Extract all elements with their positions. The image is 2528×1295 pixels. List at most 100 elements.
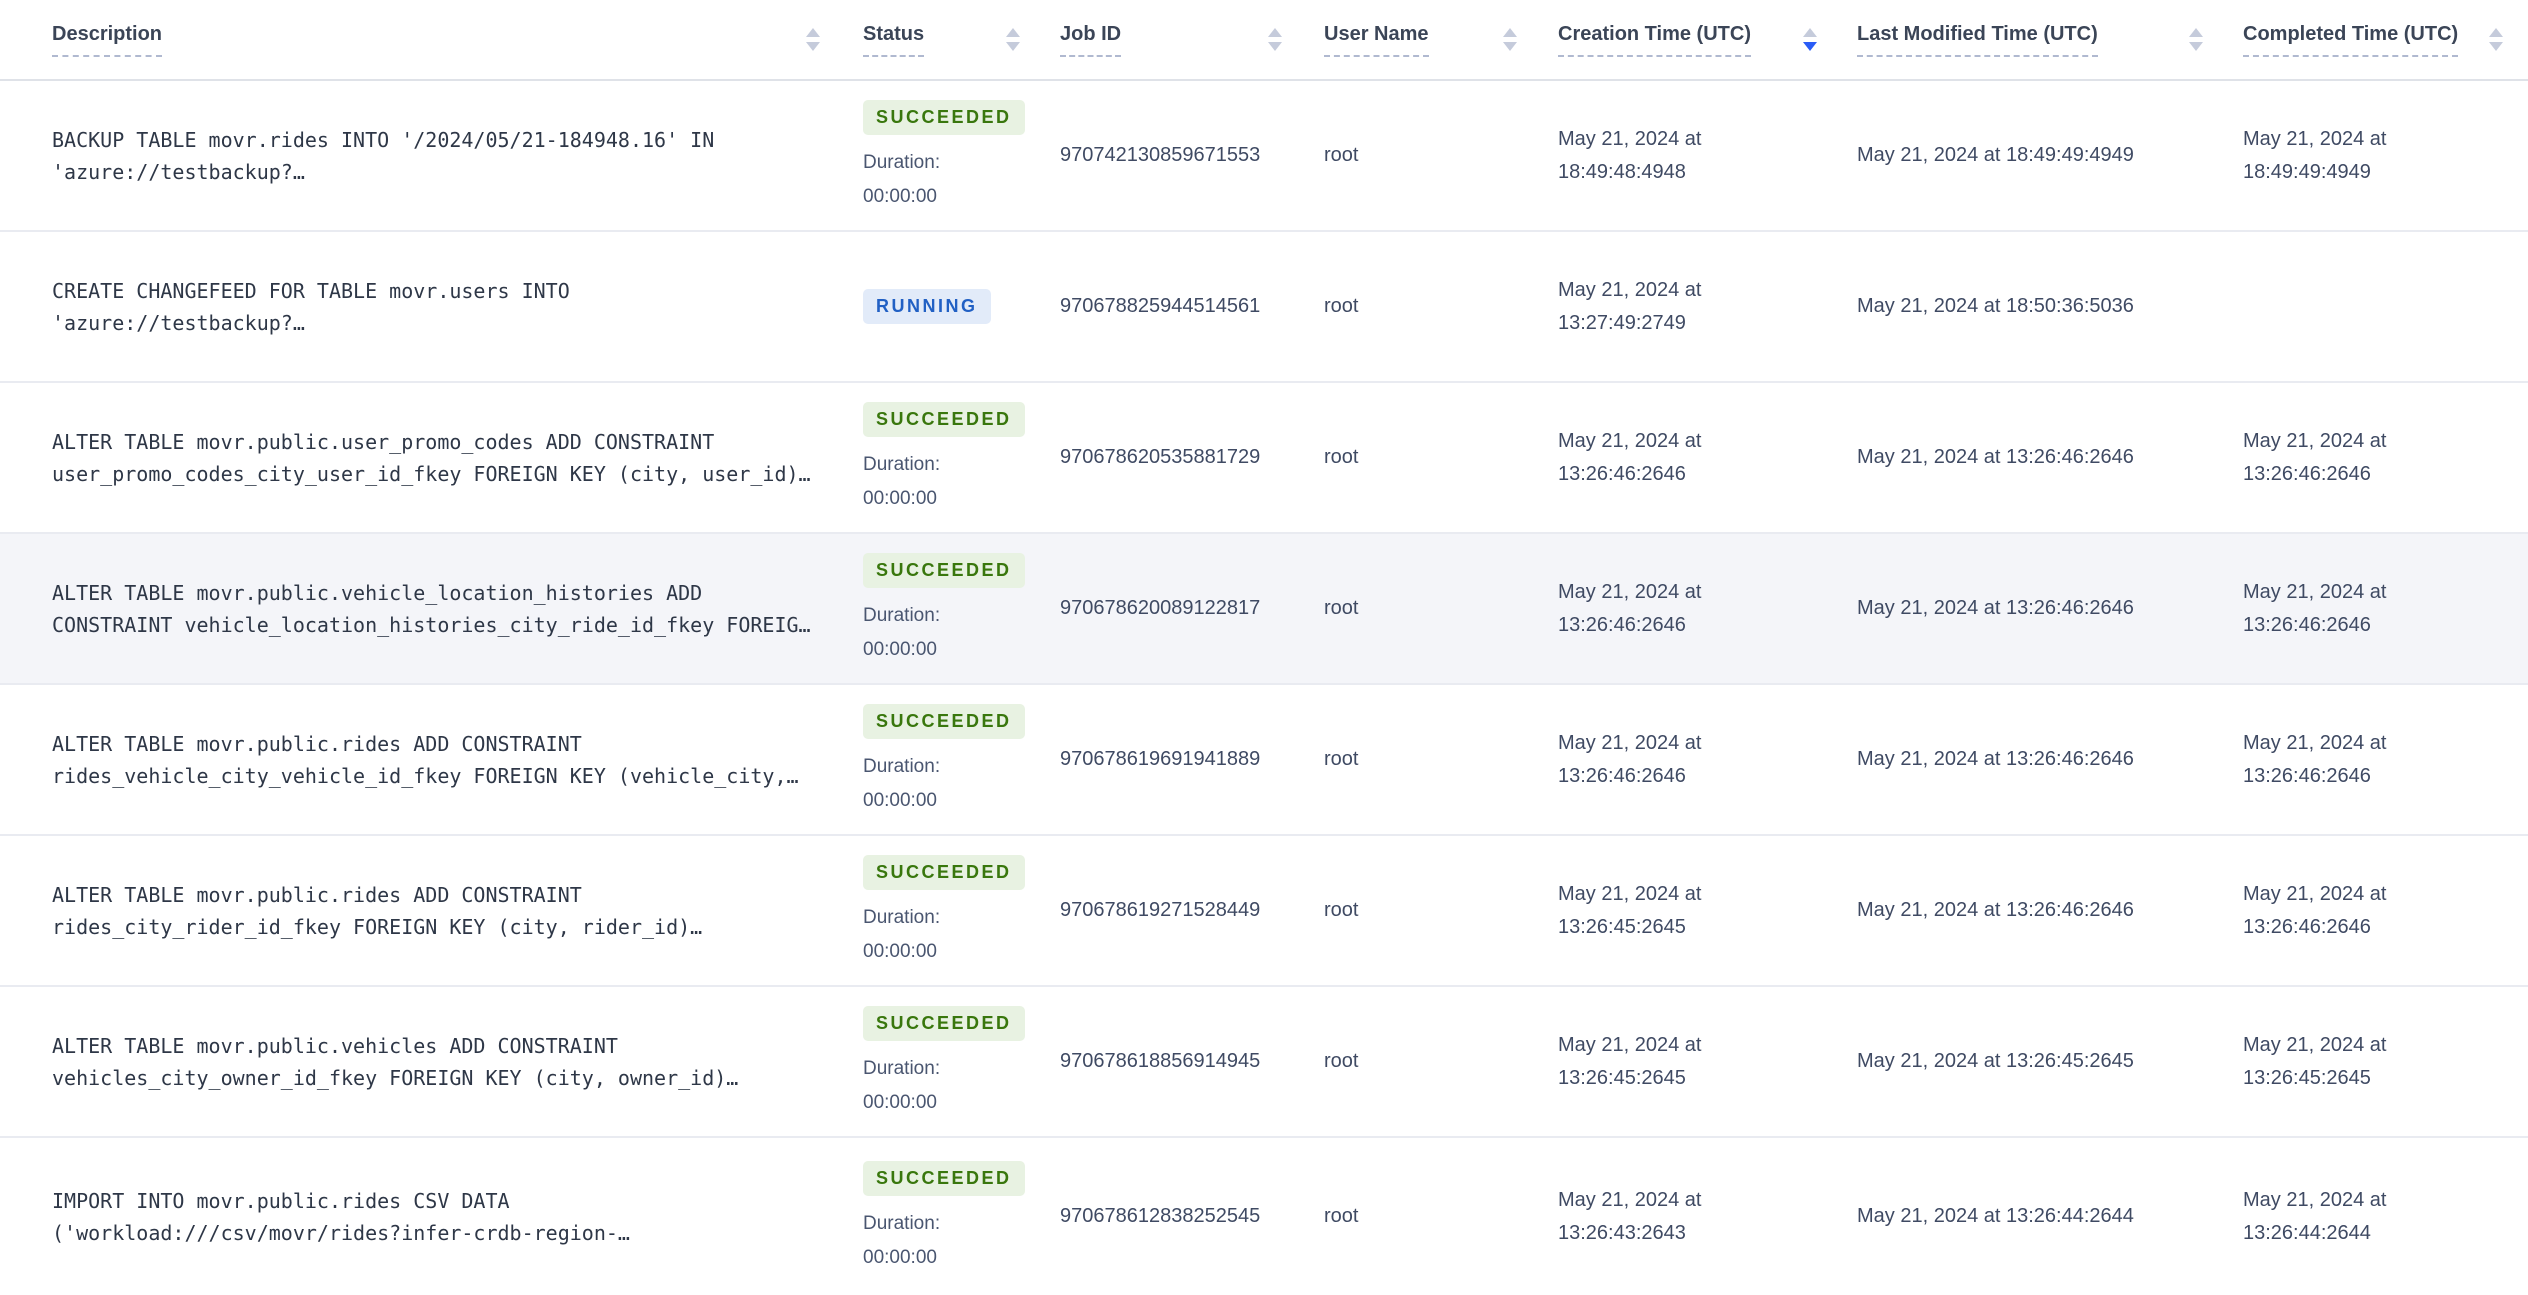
duration-value: 00:00:00 bbox=[863, 1246, 937, 1268]
job-status-cell: SUCCEEDED Duration: 00:00:00 bbox=[845, 80, 1045, 232]
column-header-job-id[interactable]: Job ID bbox=[1045, 0, 1307, 81]
sort-desc-icon[interactable] bbox=[806, 42, 820, 51]
job-status-cell: SUCCEEDED Duration: 00:00:00 bbox=[845, 1137, 1045, 1295]
job-row[interactable]: ALTER TABLE movr.public.rides ADD CONSTR… bbox=[0, 835, 2528, 987]
job-description[interactable]: CREATE CHANGEFEED FOR TABLE movr.users I… bbox=[0, 231, 845, 383]
user-name: root bbox=[1324, 1205, 1359, 1227]
job-id: 970678620089122817 bbox=[1045, 533, 1307, 685]
column-label-job-id[interactable]: Job ID bbox=[1060, 23, 1122, 57]
sort-asc-icon[interactable] bbox=[2189, 28, 2203, 37]
column-label-status[interactable]: Status bbox=[863, 23, 925, 57]
column-label-creation-time[interactable]: Creation Time (UTC) bbox=[1558, 23, 1751, 57]
time-line: May 21, 2024 at 13:26:46:2646 bbox=[1857, 899, 2134, 921]
job-description[interactable]: ALTER TABLE movr.public.user_promo_codes… bbox=[0, 382, 845, 534]
job-row[interactable]: ALTER TABLE movr.public.vehicle_location… bbox=[0, 533, 2528, 685]
duration-value: 00:00:00 bbox=[863, 1091, 937, 1113]
sort-icon[interactable] bbox=[1006, 28, 1020, 51]
job-description-line: ALTER TABLE movr.public.rides ADD CONSTR… bbox=[52, 882, 582, 907]
table-header-row: Description Status Job ID User Name bbox=[0, 0, 2528, 81]
job-description[interactable]: BACKUP TABLE movr.rides INTO '/2024/05/2… bbox=[0, 80, 845, 232]
column-label-user-name[interactable]: User Name bbox=[1324, 23, 1429, 57]
job-row[interactable]: ALTER TABLE movr.public.user_promo_codes… bbox=[0, 382, 2528, 534]
sort-asc-icon[interactable] bbox=[806, 28, 820, 37]
job-description-line: ALTER TABLE movr.public.vehicles ADD CON… bbox=[52, 1033, 618, 1058]
sort-icon[interactable] bbox=[2189, 28, 2203, 51]
sort-icon[interactable] bbox=[806, 28, 820, 51]
job-row[interactable]: BACKUP TABLE movr.rides INTO '/2024/05/2… bbox=[0, 80, 2528, 232]
column-label-completed-time[interactable]: Completed Time (UTC) bbox=[2243, 23, 2459, 57]
creation-time: May 21, 2024 at 13:27:49:2749 bbox=[1542, 231, 1842, 383]
job-status-cell: SUCCEEDED Duration: 00:00:00 bbox=[845, 533, 1045, 685]
job-description-line: ('workload:///csv/movr/rides?infer-crdb-… bbox=[52, 1220, 630, 1245]
job-status-cell: SUCCEEDED Duration: 00:00:00 bbox=[845, 986, 1045, 1138]
status-badge: SUCCEEDED bbox=[863, 854, 1025, 890]
sort-desc-icon-active[interactable] bbox=[1803, 42, 1817, 51]
job-id: 970742130859671553 bbox=[1045, 80, 1307, 232]
job-description-line: ALTER TABLE movr.public.rides ADD CONSTR… bbox=[52, 731, 582, 756]
time-line: 13:26:46:2646 bbox=[2243, 915, 2371, 938]
job-row[interactable]: ALTER TABLE movr.public.rides ADD CONSTR… bbox=[0, 684, 2528, 836]
column-header-user-name[interactable]: User Name bbox=[1307, 0, 1542, 81]
completed-time: May 21, 2024 at 13:26:44:2644 bbox=[2228, 1137, 2528, 1295]
job-description[interactable]: ALTER TABLE movr.public.rides ADD CONSTR… bbox=[0, 835, 845, 987]
sort-asc-icon[interactable] bbox=[2489, 28, 2503, 37]
completed-time: May 21, 2024 at 13:26:45:2645 bbox=[2228, 986, 2528, 1138]
user-name: root bbox=[1307, 533, 1542, 685]
sort-asc-icon[interactable] bbox=[1006, 28, 1020, 37]
column-header-completed-time[interactable]: Completed Time (UTC) bbox=[2228, 0, 2528, 81]
sort-desc-icon[interactable] bbox=[2489, 42, 2503, 51]
column-header-last-modified-time[interactable]: Last Modified Time (UTC) bbox=[1842, 0, 2228, 81]
sort-desc-icon[interactable] bbox=[1268, 42, 1282, 51]
column-label-description[interactable]: Description bbox=[52, 23, 163, 57]
duration-value: 00:00:00 bbox=[863, 638, 937, 660]
time-line: May 21, 2024 at bbox=[2243, 127, 2387, 150]
sort-icon[interactable] bbox=[1803, 28, 1817, 51]
time-line: 13:26:46:2646 bbox=[1558, 613, 1686, 636]
sort-icon[interactable] bbox=[2489, 28, 2503, 51]
status-badge: SUCCEEDED bbox=[863, 99, 1025, 135]
time-line: 13:26:46:2646 bbox=[2243, 764, 2371, 787]
job-id: 970678619691941889 bbox=[1045, 684, 1307, 836]
job-status-cell: SUCCEEDED Duration: 00:00:00 bbox=[845, 835, 1045, 987]
duration-label: Duration: bbox=[863, 755, 941, 777]
time-line: May 21, 2024 at bbox=[2243, 429, 2387, 452]
time-line: May 21, 2024 at bbox=[2243, 731, 2387, 754]
job-description-line: rides_vehicle_city_vehicle_id_fkey FOREI… bbox=[52, 763, 799, 788]
job-description[interactable]: ALTER TABLE movr.public.vehicles ADD CON… bbox=[0, 986, 845, 1138]
user-name: root bbox=[1307, 231, 1542, 383]
duration-label: Duration: bbox=[863, 151, 941, 173]
user-name: root bbox=[1307, 986, 1542, 1138]
time-line: 13:26:45:2645 bbox=[1558, 915, 1686, 938]
job-row[interactable]: ALTER TABLE movr.public.vehicles ADD CON… bbox=[0, 986, 2528, 1138]
job-description-line: vehicles_city_owner_id_fkey FOREIGN KEY … bbox=[52, 1065, 739, 1090]
duration-label: Duration: bbox=[863, 906, 941, 928]
job-row[interactable]: CREATE CHANGEFEED FOR TABLE movr.users I… bbox=[0, 231, 2528, 383]
time-line: May 21, 2024 at 18:50:36:5036 bbox=[1857, 295, 2134, 317]
time-line: 13:26:45:2645 bbox=[1558, 1066, 1686, 1089]
sort-icon[interactable] bbox=[1268, 28, 1282, 51]
duration-label: Duration: bbox=[863, 604, 941, 626]
last-modified-time: May 21, 2024 at 13:26:46:2646 bbox=[1842, 533, 2228, 685]
job-description[interactable]: ALTER TABLE movr.public.vehicle_location… bbox=[0, 533, 845, 685]
job-row[interactable]: IMPORT INTO movr.public.rides CSV DATA (… bbox=[0, 1137, 2528, 1295]
column-label-last-modified-time[interactable]: Last Modified Time (UTC) bbox=[1857, 23, 2098, 57]
status-badge: SUCCEEDED bbox=[863, 1005, 1025, 1041]
job-description[interactable]: IMPORT INTO movr.public.rides CSV DATA (… bbox=[0, 1137, 845, 1295]
sort-asc-icon[interactable] bbox=[1803, 28, 1817, 37]
sort-asc-icon[interactable] bbox=[1503, 28, 1517, 37]
time-line: 13:26:45:2645 bbox=[2243, 1066, 2371, 1089]
completed-time: May 21, 2024 at 13:26:46:2646 bbox=[2228, 382, 2528, 534]
sort-desc-icon[interactable] bbox=[1006, 42, 1020, 51]
sort-desc-icon[interactable] bbox=[2189, 42, 2203, 51]
duration-value: 00:00:00 bbox=[863, 487, 937, 509]
column-header-description[interactable]: Description bbox=[0, 0, 845, 81]
sort-asc-icon[interactable] bbox=[1268, 28, 1282, 37]
job-description[interactable]: ALTER TABLE movr.public.rides ADD CONSTR… bbox=[0, 684, 845, 836]
column-header-status[interactable]: Status bbox=[845, 0, 1045, 81]
duration-label: Duration: bbox=[863, 1057, 941, 1079]
column-header-creation-time[interactable]: Creation Time (UTC) bbox=[1542, 0, 1842, 81]
sort-icon[interactable] bbox=[1503, 28, 1517, 51]
sort-desc-icon[interactable] bbox=[1503, 42, 1517, 51]
creation-time: May 21, 2024 at 13:26:46:2646 bbox=[1542, 382, 1842, 534]
job-description-line: CONSTRAINT vehicle_location_histories_ci… bbox=[52, 612, 811, 637]
